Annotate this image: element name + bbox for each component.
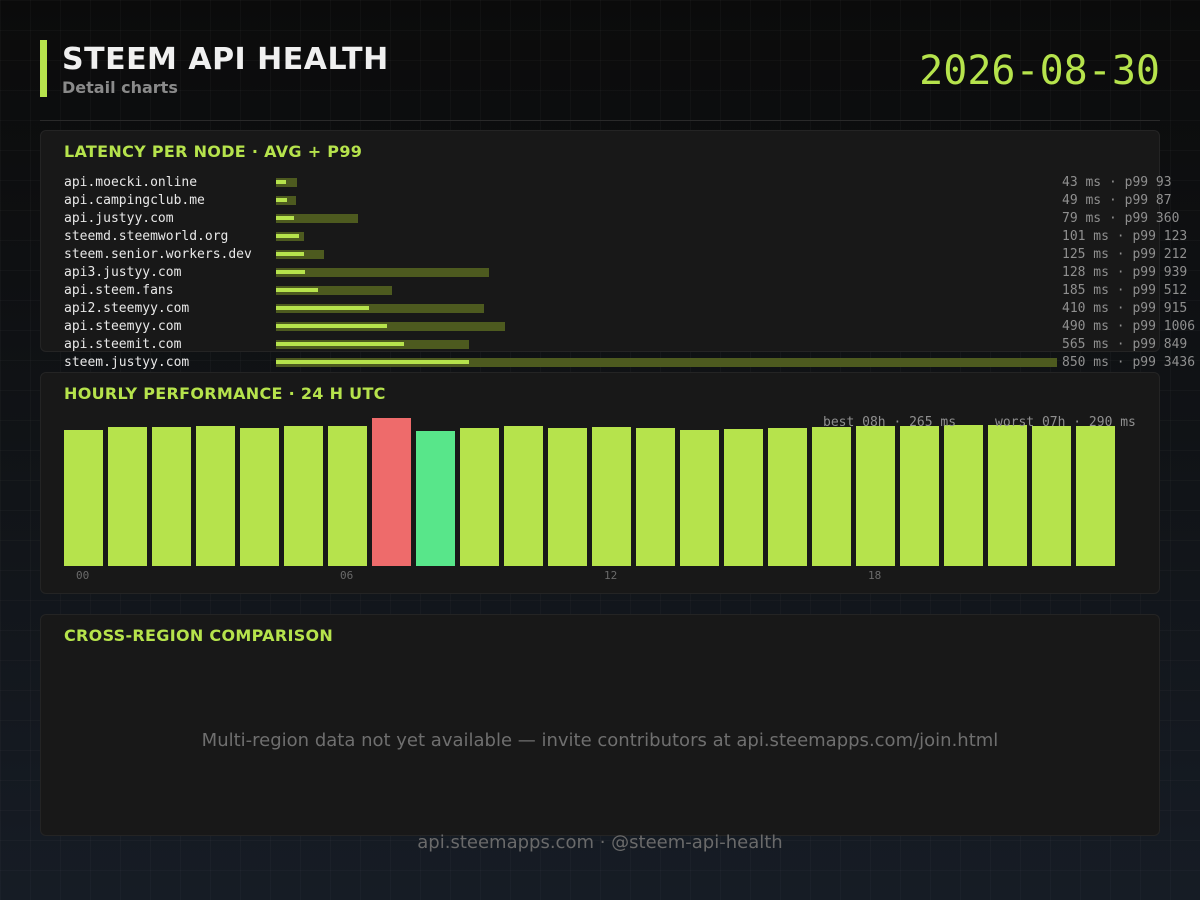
hourly-tick-label: 06 [340, 569, 354, 582]
hourly-bar [240, 427, 279, 566]
latency-node-name: api2.steemyy.com [64, 301, 190, 316]
hourly-bar [592, 427, 631, 566]
latency-p99-bar [276, 268, 490, 277]
hourly-bar [636, 427, 675, 566]
latency-row: api.steem.fans 185 ms · p99 512 [64, 283, 1200, 301]
latency-row: api.steemit.com 565 ms · p99 849 [64, 337, 1200, 355]
latency-node-name: steemd.steemworld.org [64, 229, 229, 244]
latency-row: api.steemyy.com 490 ms · p99 1006 [64, 319, 1200, 337]
hourly-bar [768, 427, 807, 566]
latency-p99-bar [276, 286, 393, 295]
latency-avg-bar [276, 342, 405, 346]
latency-value-label: 128 ms · p99 939 [1062, 265, 1188, 280]
latency-p99-bar [276, 358, 1057, 367]
latency-avg-bar [276, 270, 306, 274]
latency-node-name: api.justyy.com [64, 211, 174, 226]
hourly-bar [988, 425, 1027, 566]
footer-text: api.steemapps.com · @steem-api-health [417, 832, 783, 853]
latency-row: steem.justyy.com 850 ms · p99 3436 [64, 355, 1200, 373]
header-divider [40, 120, 1160, 121]
hourly-bar [372, 418, 411, 566]
latency-value-label: 410 ms · p99 915 [1062, 301, 1188, 316]
latency-node-name: api.steemyy.com [64, 319, 182, 334]
latency-row: steemd.steemworld.org 101 ms · p99 123 [64, 229, 1200, 247]
latency-row: api2.steemyy.com 410 ms · p99 915 [64, 301, 1200, 319]
hourly-bar [328, 426, 367, 566]
latency-p99-bar [276, 178, 298, 187]
hourly-bar [856, 426, 895, 566]
hourly-bar [680, 429, 719, 566]
region-empty-message: Multi-region data not yet available — in… [201, 730, 999, 751]
hourly-worst-label: worst 07h · 290 ms [995, 415, 1136, 430]
hourly-bar [812, 427, 851, 566]
hourly-bar [196, 426, 235, 566]
latency-value-label: 101 ms · p99 123 [1062, 229, 1188, 244]
latency-avg-bar [276, 288, 319, 292]
latency-node-name: api.moecki.online [64, 175, 198, 190]
latency-value-label: 850 ms · p99 3436 [1062, 355, 1196, 370]
hourly-bar [284, 426, 323, 566]
page-subtitle: Detail charts [62, 78, 178, 97]
hourly-bar [724, 428, 763, 566]
hourly-bar [1032, 425, 1071, 566]
latency-row: api3.justyy.com 128 ms · p99 939 [64, 265, 1200, 283]
latency-node-name: api.steemit.com [64, 337, 182, 352]
report-date: 2026-08-30 [919, 48, 1160, 94]
latency-avg-bar [276, 360, 470, 364]
hourly-bar [1076, 426, 1115, 566]
latency-row: api.campingclub.me 49 ms · p99 87 [64, 193, 1200, 211]
latency-row: api.moecki.online 43 ms · p99 93 [64, 175, 1200, 193]
hourly-tick-label: 18 [868, 569, 882, 582]
latency-node-name: api3.justyy.com [64, 265, 182, 280]
latency-value-label: 490 ms · p99 1006 [1062, 319, 1196, 334]
latency-node-name: api.campingclub.me [64, 193, 205, 208]
latency-node-name: steem.justyy.com [64, 355, 190, 370]
hourly-bar [944, 425, 983, 566]
hourly-bar [416, 430, 455, 566]
latency-node-name: api.steem.fans [64, 283, 174, 298]
region-panel-title: CROSS-REGION COMPARISON [64, 626, 334, 645]
latency-avg-bar [276, 198, 288, 202]
latency-panel-title: LATENCY PER NODE · AVG + P99 [64, 142, 363, 161]
latency-p99-bar [276, 214, 358, 223]
hourly-bar [64, 430, 103, 566]
region-panel: CROSS-REGION COMPARISON [40, 614, 1160, 836]
latency-avg-bar [276, 216, 294, 220]
hourly-panel-title: HOURLY PERFORMANCE · 24 H UTC [64, 384, 386, 403]
hourly-bar [108, 426, 147, 566]
title-accent-bar [40, 40, 47, 97]
latency-panel: LATENCY PER NODE · AVG + P99 [40, 130, 1160, 352]
latency-avg-bar [276, 180, 286, 184]
hourly-tick-label: 12 [604, 569, 618, 582]
latency-value-label: 565 ms · p99 849 [1062, 337, 1188, 352]
latency-avg-bar [276, 306, 370, 310]
latency-value-label: 125 ms · p99 212 [1062, 247, 1188, 262]
latency-p99-bar [276, 322, 505, 331]
latency-value-label: 43 ms · p99 93 [1062, 175, 1172, 190]
hourly-tick-label: 00 [76, 569, 90, 582]
latency-avg-bar [276, 234, 299, 238]
latency-p99-bar [276, 304, 484, 313]
latency-value-label: 49 ms · p99 87 [1062, 193, 1172, 208]
latency-node-name: steem.senior.workers.dev [64, 247, 252, 262]
latency-row: steem.senior.workers.dev 125 ms · p99 212 [64, 247, 1200, 265]
hourly-bar [900, 425, 939, 566]
latency-avg-bar [276, 252, 305, 256]
latency-value-label: 79 ms · p99 360 [1062, 211, 1180, 226]
latency-row: api.justyy.com 79 ms · p99 360 [64, 211, 1200, 229]
hourly-bar [548, 427, 587, 566]
latency-avg-bar [276, 324, 388, 328]
hourly-bar [504, 425, 543, 566]
page-title: STEEM API HEALTH [62, 42, 389, 77]
hourly-best-label: best 08h · 265 ms [823, 415, 957, 430]
hourly-bar [460, 428, 499, 566]
latency-value-label: 185 ms · p99 512 [1062, 283, 1188, 298]
hourly-bar [152, 427, 191, 566]
